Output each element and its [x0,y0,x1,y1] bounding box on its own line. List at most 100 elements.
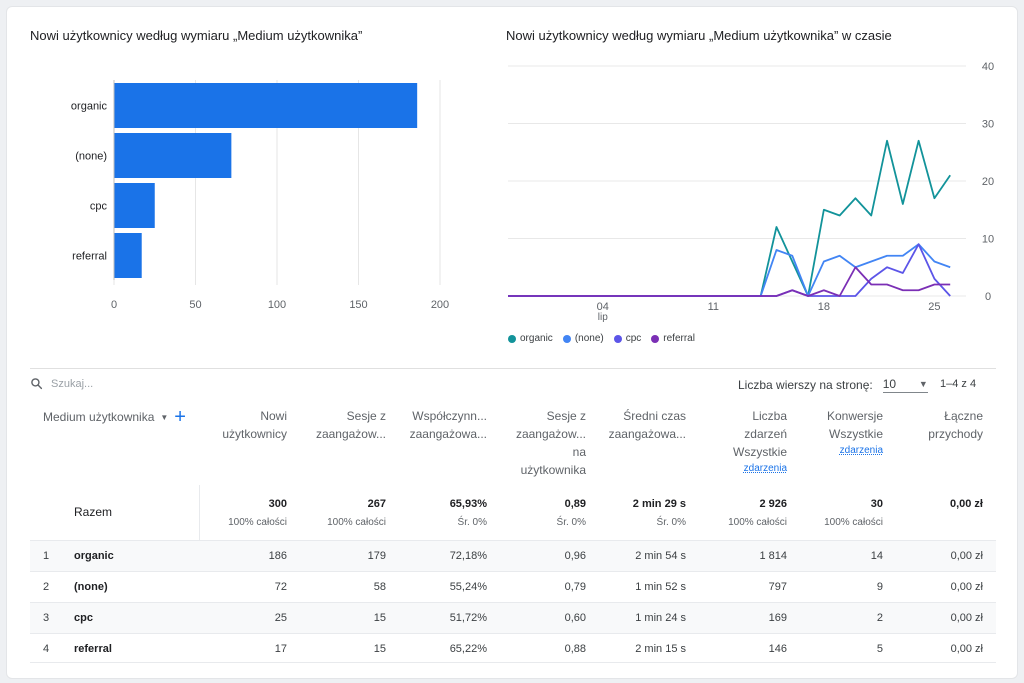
column-header[interactable]: Współczynn... zaangażowa... [397,407,487,443]
bar-chart-title: Nowi użytkownicy według wymiaru „Medium … [30,28,363,43]
table-cell: 72 [274,581,287,593]
table-cell: 0,00 zł [950,581,983,593]
column-header-label: przychody [928,427,983,441]
column-header[interactable]: Sesje z zaangażow... na użytkownika [496,407,586,479]
table-row[interactable]: 3 cpc 25 15 51,72% 0,60 1 min 24 s 169 2 0,00 zł [30,602,996,633]
table-row[interactable]: 1 organic 186 179 72,18% 0,96 2 min 54 s 1 814 1… [30,540,996,571]
legend-item-organic[interactable]: organic [508,333,553,344]
caret-down-icon: ▼ [918,379,928,389]
rows-per-page: Liczba wierszy na stronę: 10 ▼ [738,377,928,393]
search-icon [31,378,43,390]
row-index: 4 [43,643,50,655]
totals-cell: 30 100% całości [798,497,883,529]
column-header-label: zaangażowa... [608,427,686,441]
column-header[interactable]: Nowi użytkownicy [197,407,287,443]
column-header-label: zaangażow... [515,427,586,441]
legend-item-referral[interactable]: referral [651,333,695,344]
column-header[interactable]: Średni czas zaangażowa... [596,407,686,443]
column-header-label: Nowi [260,409,287,423]
series-line-referral[interactable] [508,266,951,297]
table-cell: 2 min 15 s [635,643,686,655]
table-cell: 0,88 [564,643,586,655]
table-cell: 58 [373,581,386,593]
search-input[interactable]: Szukaj... [51,377,94,390]
totals-subtext: 100% całości [824,517,883,528]
table-cell: 9 [876,581,883,593]
table-cell: 186 [268,550,287,562]
table-cell: 25 [274,612,287,624]
totals-cell: 0,00 zł [898,497,983,511]
bar-(none)[interactable] [114,133,232,178]
column-separator [199,485,200,540]
totals-cell: 2 min 29 s Śr. 0% [596,497,686,529]
pagination-status: 1–4 z 4 [940,378,977,390]
row-dimension-value: (none) [74,581,108,593]
totals-label: Razem [74,505,113,519]
table-cell: 2 min 54 s [635,550,686,562]
bar-referral[interactable] [114,233,142,278]
table-cell: 51,72% [449,612,487,624]
table-cell: 0,79 [564,581,586,593]
bar-organic[interactable] [114,83,418,128]
table-cell: 15 [373,612,386,624]
totals-value: 30 [870,498,883,510]
column-header-scope-link[interactable]: zdarzenia [743,463,787,474]
column-header-label: na [572,445,586,459]
column-header-scope-link[interactable]: zdarzenia [839,445,883,456]
column-header[interactable]: Konwersje Wszystkie zdarzenia [798,407,883,459]
rows-per-page-value: 10 [882,377,897,391]
rows-per-page-select[interactable]: 10 ▼ [882,377,928,393]
column-header-label: Sesje z [546,409,586,423]
row-index: 3 [43,612,50,624]
totals-cell: 0,89 Śr. 0% [496,497,586,529]
table-cell: 1 814 [759,550,787,562]
legend-label: referral [663,333,695,344]
column-header-label: Wszystkie [829,427,883,441]
table-cell: 5 [876,643,883,655]
bar-category-label: referral [72,251,107,263]
table-cell: 55,24% [449,581,487,593]
bar-cpc[interactable] [114,183,155,228]
table-cell: 1 min 52 s [635,581,686,593]
column-header-label: Średni czas [623,409,686,423]
legend-dot [651,334,660,343]
row-dimension-value: organic [74,550,114,562]
dimension-header[interactable]: Medium użytkownika ▼ + [43,406,186,428]
legend-dot [613,334,622,343]
column-header-label: zaangażowa... [409,427,487,441]
bar-category-label: organic [71,101,108,113]
series-line-organic[interactable] [508,139,951,297]
legend-dot [562,334,571,343]
table-row[interactable]: 2 (none) 72 58 55,24% 0,79 1 min 52 s 797 9 0,00 … [30,571,996,602]
column-header[interactable]: Łączne przychody [898,407,983,443]
table-cell: 0,00 zł [950,550,983,562]
column-header-label: Łączne [944,409,983,423]
column-header[interactable]: Sesje z zaangażow... [296,407,386,443]
legend-label: (none) [574,333,604,344]
table-cell: 0,96 [564,550,586,562]
column-header-label: Liczba [752,409,787,423]
line-y-tick-label: 20 [982,176,994,188]
column-header-label: Współczynn... [412,409,487,423]
column-header[interactable]: Liczba zdarzeń Wszystkie zdarzenia [697,407,787,477]
table-search[interactable]: Szukaj... [30,377,93,390]
bar-x-tick-label: 150 [349,299,367,311]
legend-label: organic [520,333,553,344]
bar-category-label: (none) [75,151,107,163]
totals-value: 0,00 zł [949,498,983,510]
series-line-cpc[interactable] [508,243,951,297]
table-row[interactable]: 4 referral 17 15 65,22% 0,88 2 min 15 s 146 5 0,0… [30,633,996,664]
legend-item-cpc[interactable]: cpc [613,333,641,344]
line-chart-legend: organic (none) cpc referral [508,333,695,344]
line-x-tick-label: 18 [818,301,830,313]
add-dimension-icon[interactable]: + [174,406,186,428]
table-cell: 72,18% [449,550,487,562]
bar-x-tick-label: 100 [268,299,286,311]
table-bottom-border [30,662,996,663]
table-cell: 2 [876,612,883,624]
column-header-label: użytkownicy [222,427,287,441]
totals-value: 65,93% [449,498,487,510]
section-divider [30,368,996,369]
legend-item-(none)[interactable]: (none) [562,333,604,344]
